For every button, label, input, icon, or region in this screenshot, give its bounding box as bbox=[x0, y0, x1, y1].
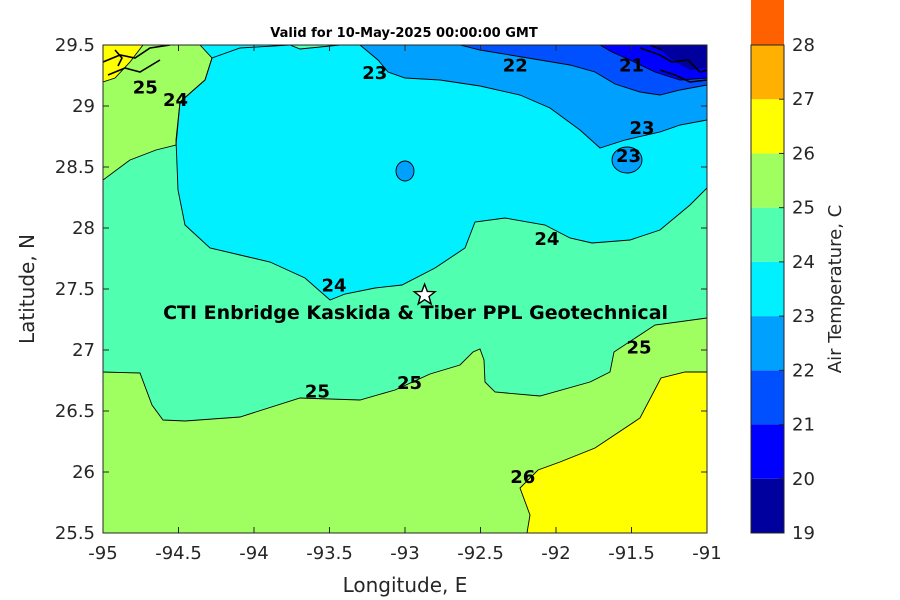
band-26-27-southeast bbox=[520, 372, 707, 533]
colorbar-segment bbox=[751, 45, 784, 100]
contour-label: 25 bbox=[305, 381, 330, 402]
contour-label: 23 bbox=[362, 63, 387, 84]
contour-label: 21 bbox=[619, 56, 644, 77]
contour-label: 25 bbox=[627, 338, 652, 359]
contour-label: 23 bbox=[616, 146, 641, 167]
y-tick-label: 25.5 bbox=[55, 523, 95, 544]
coastline-northwest bbox=[103, 45, 171, 76]
colorbar-segment bbox=[751, 0, 784, 45]
colorbar-label: Air Temperature, C bbox=[825, 205, 846, 373]
x-tick-label: -91 bbox=[692, 543, 721, 564]
contour-label: 25 bbox=[397, 373, 422, 394]
colorbar-segment bbox=[751, 207, 784, 262]
contour-label: 24 bbox=[534, 229, 559, 250]
colorbar-tick-label: 28 bbox=[792, 35, 815, 56]
colorbar-tick-label: 21 bbox=[792, 415, 815, 436]
contour-label: 22 bbox=[503, 56, 528, 77]
colorbar-segment bbox=[751, 261, 784, 317]
y-tick-label: 27.5 bbox=[55, 279, 95, 300]
y-axis-label: Latitude, N bbox=[15, 234, 39, 344]
band-22-23-pocket-central bbox=[395, 160, 415, 182]
colorbar-tick-label: 19 bbox=[792, 523, 815, 544]
y-tick-label: 27 bbox=[72, 340, 95, 361]
colorbar-tick-label: 22 bbox=[792, 360, 815, 381]
colorbar-segment bbox=[751, 316, 784, 371]
x-tick-label: -94.5 bbox=[155, 543, 202, 564]
y-tick-label: 26.5 bbox=[55, 401, 95, 422]
colorbar-frame bbox=[750, 44, 785, 534]
colorbar-tick-label: 24 bbox=[792, 252, 815, 273]
colorbar: 19 20 21 22 23 24 25 26 27 28 bbox=[750, 0, 815, 544]
site-annotation: CTI Enbridge Kaskida & Tiber PPL Geotech… bbox=[163, 302, 668, 324]
contour-25-south bbox=[103, 317, 707, 422]
contour-label: 25 bbox=[133, 78, 158, 99]
y-tick-label: 26 bbox=[72, 462, 95, 483]
x-tick-label: -93 bbox=[390, 543, 419, 564]
y-tick-label: 28 bbox=[72, 218, 95, 239]
band-25-26-west bbox=[103, 45, 290, 180]
band-22-23-pocket-east bbox=[611, 146, 643, 174]
colorbar-tick-label: 25 bbox=[792, 198, 815, 219]
colorbar-segment bbox=[751, 478, 784, 533]
x-axis: -95 -94.5 -94 -93.5 -93 -92.5 -92 -91.5 -91 bbox=[88, 45, 722, 564]
y-axis: 25.5 26 26.5 27 27.5 28 28.5 29 29.5 bbox=[55, 35, 707, 544]
contour-22 bbox=[459, 45, 707, 96]
contour-label: 26 bbox=[510, 467, 535, 488]
x-tick-label: -94 bbox=[239, 543, 268, 564]
contour-24-north bbox=[289, 45, 341, 50]
contour-label: 24 bbox=[321, 275, 346, 296]
colorbar-segment bbox=[751, 153, 784, 208]
x-tick-label: -91.5 bbox=[608, 543, 655, 564]
colorbar-tick-label: 26 bbox=[792, 143, 815, 164]
band-19-20 bbox=[655, 45, 707, 70]
y-tick-label: 28.5 bbox=[55, 157, 95, 178]
y-tick-label: 29 bbox=[72, 96, 95, 117]
x-axis-label: Longitude, E bbox=[343, 573, 468, 597]
chart-title: Valid for 10-May-2025 00:00:00 GMT bbox=[270, 26, 538, 41]
colorbar-segment bbox=[751, 99, 784, 154]
contour-24-main bbox=[175, 45, 707, 301]
contour-label: 23 bbox=[630, 118, 655, 139]
site-star-marker bbox=[412, 282, 438, 306]
x-tick-label: -95 bbox=[88, 543, 117, 564]
colorbar-tick-label: 27 bbox=[792, 89, 815, 110]
coastline-northeast bbox=[639, 45, 707, 83]
contour-23 bbox=[359, 45, 707, 149]
x-tick-label: -92.5 bbox=[457, 543, 504, 564]
colorbar-tick-label: 23 bbox=[792, 306, 815, 327]
colorbar-segment bbox=[751, 424, 784, 479]
colorbar-segment bbox=[751, 370, 784, 425]
colorbar-tick-label: 20 bbox=[792, 469, 815, 490]
contour-label: 24 bbox=[163, 90, 188, 111]
x-tick-label: -93.5 bbox=[306, 543, 353, 564]
x-tick-label: -92 bbox=[541, 543, 570, 564]
contour-26-northwest bbox=[103, 45, 144, 83]
contour-26 bbox=[519, 371, 707, 533]
y-tick-label: 29.5 bbox=[55, 35, 95, 56]
